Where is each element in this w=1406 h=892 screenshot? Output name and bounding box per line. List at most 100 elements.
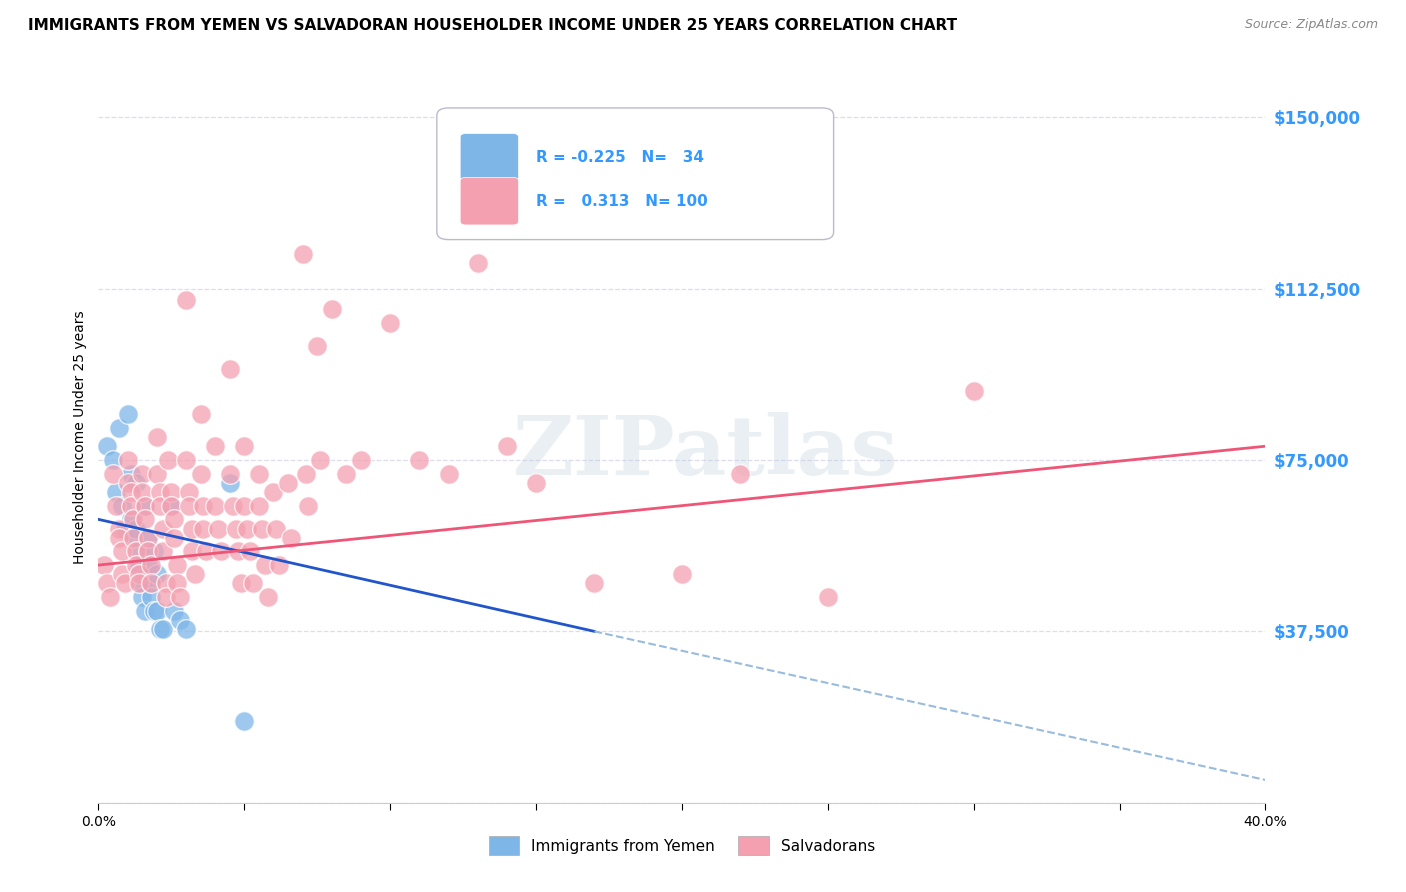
- Point: [294, 467, 316, 481]
- Point: [195, 544, 218, 558]
- Point: [101, 453, 124, 467]
- Point: [122, 512, 145, 526]
- Point: [408, 453, 430, 467]
- Point: [101, 467, 124, 481]
- Point: [149, 622, 172, 636]
- Point: [120, 467, 142, 481]
- Point: [169, 613, 191, 627]
- Point: [108, 521, 131, 535]
- Point: [247, 499, 270, 513]
- Point: [125, 475, 148, 490]
- Point: [817, 590, 839, 604]
- Point: [256, 590, 278, 604]
- FancyBboxPatch shape: [460, 178, 519, 225]
- Point: [139, 590, 162, 604]
- Point: [231, 576, 253, 591]
- Point: [437, 467, 460, 481]
- Point: [117, 407, 139, 421]
- Point: [163, 512, 186, 526]
- Point: [190, 407, 212, 421]
- Point: [155, 576, 177, 591]
- Point: [218, 475, 240, 490]
- Point: [104, 499, 127, 513]
- FancyBboxPatch shape: [437, 108, 834, 240]
- Point: [160, 499, 183, 513]
- Point: [160, 484, 183, 499]
- Point: [467, 256, 489, 270]
- Text: IMMIGRANTS FROM YEMEN VS SALVADORAN HOUSEHOLDER INCOME UNDER 25 YEARS CORRELATIO: IMMIGRANTS FROM YEMEN VS SALVADORAN HOUS…: [28, 18, 957, 33]
- Point: [321, 301, 343, 317]
- Point: [139, 576, 162, 591]
- Point: [152, 544, 174, 558]
- Point: [157, 453, 180, 467]
- Point: [183, 567, 205, 582]
- Point: [131, 467, 153, 481]
- Point: [98, 590, 121, 604]
- Point: [239, 544, 262, 558]
- Point: [250, 521, 273, 535]
- Y-axis label: Householder Income Under 25 years: Householder Income Under 25 years: [73, 310, 87, 564]
- Point: [218, 467, 240, 481]
- Point: [180, 544, 202, 558]
- Point: [166, 558, 188, 573]
- Point: [297, 499, 319, 513]
- Point: [174, 453, 197, 467]
- Point: [163, 531, 186, 545]
- Point: [142, 544, 165, 558]
- Point: [122, 531, 145, 545]
- Point: [166, 576, 188, 591]
- Point: [524, 475, 547, 490]
- Point: [350, 453, 373, 467]
- Point: [221, 499, 243, 513]
- Point: [131, 576, 153, 591]
- Point: [136, 544, 159, 558]
- Point: [134, 499, 156, 513]
- Point: [174, 622, 197, 636]
- Point: [174, 293, 197, 307]
- Point: [142, 604, 165, 618]
- Text: R = -0.225   N=   34: R = -0.225 N= 34: [536, 150, 704, 165]
- Point: [139, 558, 162, 573]
- Point: [163, 604, 186, 618]
- Point: [263, 484, 285, 499]
- Point: [309, 453, 332, 467]
- Point: [190, 467, 212, 481]
- Point: [207, 521, 229, 535]
- Point: [108, 421, 131, 435]
- Point: [125, 544, 148, 558]
- Point: [111, 499, 134, 513]
- Point: [218, 361, 240, 376]
- Point: [160, 499, 183, 513]
- Point: [125, 558, 148, 573]
- Point: [122, 531, 145, 545]
- Point: [136, 531, 159, 545]
- Point: [131, 590, 153, 604]
- Point: [962, 384, 984, 399]
- Point: [204, 499, 226, 513]
- Point: [671, 567, 693, 582]
- Point: [93, 558, 115, 573]
- Point: [204, 439, 226, 453]
- Point: [131, 484, 153, 499]
- Point: [730, 467, 752, 481]
- Point: [280, 531, 302, 545]
- FancyBboxPatch shape: [460, 134, 519, 181]
- Point: [111, 567, 134, 582]
- Point: [266, 521, 288, 535]
- Point: [380, 316, 402, 330]
- Point: [120, 512, 142, 526]
- Point: [117, 453, 139, 467]
- Point: [128, 544, 150, 558]
- Point: [307, 338, 329, 352]
- Point: [149, 499, 172, 513]
- Point: [335, 467, 357, 481]
- Point: [120, 484, 142, 499]
- Point: [128, 576, 150, 591]
- Point: [177, 499, 200, 513]
- Point: [253, 558, 276, 573]
- Point: [169, 590, 191, 604]
- Point: [96, 576, 118, 591]
- Point: [104, 484, 127, 499]
- Point: [111, 544, 134, 558]
- Point: [236, 521, 259, 535]
